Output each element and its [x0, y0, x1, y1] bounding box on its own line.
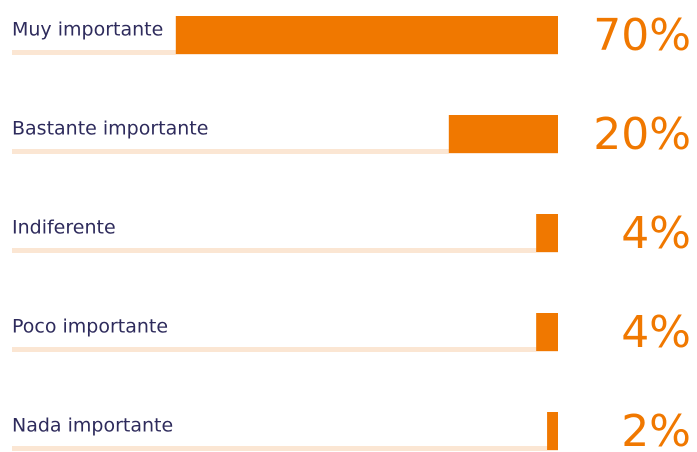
- category-label: Indiferente: [12, 217, 116, 239]
- track: [12, 347, 558, 352]
- category-label: Muy importante: [12, 19, 163, 41]
- value-label: 4%: [621, 208, 691, 259]
- bar: [448, 115, 558, 153]
- track: [12, 248, 558, 253]
- value-label: 70%: [593, 10, 691, 61]
- category-label: Nada importante: [12, 415, 173, 437]
- value-label: 20%: [593, 109, 691, 160]
- category-label: Bastante importante: [12, 118, 208, 140]
- track: [12, 149, 558, 154]
- bar: [536, 214, 558, 252]
- bar: [175, 16, 559, 54]
- bar: [547, 412, 558, 450]
- value-label: 2%: [621, 406, 691, 452]
- bar: [536, 313, 558, 351]
- category-label: Poco importante: [12, 316, 168, 338]
- value-label: 4%: [621, 307, 691, 358]
- track: [12, 446, 558, 451]
